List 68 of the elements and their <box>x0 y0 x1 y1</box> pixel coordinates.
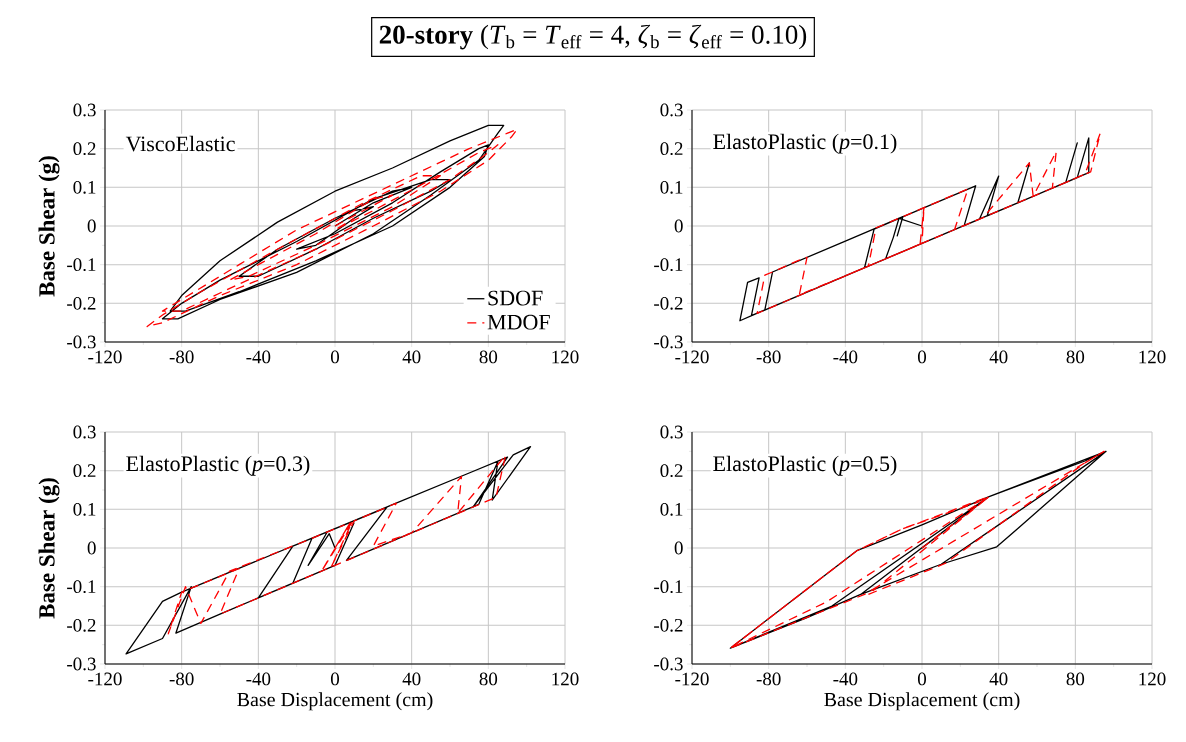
x-tick-label: -80 <box>169 350 194 364</box>
y-tick-label: -0.1 <box>654 580 683 594</box>
x-tick-label: -40 <box>833 350 858 364</box>
x-tick-label: 80 <box>479 350 498 364</box>
legend-label: SDOF <box>488 290 543 306</box>
y-tick-label: -0.1 <box>67 580 96 594</box>
x-tick-label: -40 <box>246 672 271 686</box>
x-tick-label: 0 <box>917 672 927 686</box>
x-tick-label: -80 <box>169 672 194 686</box>
y-tick-label: -0.3 <box>67 335 96 349</box>
x-tick-label: -120 <box>88 672 122 686</box>
y-tick-label: 0.2 <box>73 142 96 156</box>
x-axis-title: Base Displacement (cm) <box>237 692 433 711</box>
y-tick-label: -0.3 <box>67 657 96 671</box>
y-tick-label: 0 <box>87 219 96 233</box>
line-series <box>125 446 532 655</box>
x-tick-label: 120 <box>552 672 579 686</box>
x-tick-label: -120 <box>675 350 709 364</box>
y-tick-label: -0.1 <box>654 258 683 272</box>
x-axis-title: Base Displacement (cm) <box>824 692 1020 711</box>
x-tick-label: -40 <box>246 350 271 364</box>
x-tick-label: 80 <box>479 672 498 686</box>
y-tick-label: 0.1 <box>660 502 683 516</box>
x-tick-label: 80 <box>1066 350 1085 364</box>
y-tick-label: -0.2 <box>654 618 683 632</box>
x-tick-label: -80 <box>756 672 781 686</box>
y-tick-label: 0 <box>674 219 683 233</box>
x-tick-label: 0 <box>330 672 340 686</box>
y-tick-label: 0.3 <box>73 103 96 117</box>
x-tick-label: -40 <box>833 672 858 686</box>
y-tick-label: -0.3 <box>654 335 683 349</box>
annotation: ElastoPlastic (p=0.3) <box>126 455 310 476</box>
x-tick-label: -120 <box>675 672 709 686</box>
x-tick-label: 120 <box>1139 350 1166 364</box>
y-tick-label: 0.2 <box>660 142 683 156</box>
x-tick-label: 40 <box>402 350 421 364</box>
x-tick-label: 0 <box>917 350 927 364</box>
y-tick-label: -0.2 <box>654 296 683 310</box>
y-tick-label: 0.2 <box>660 464 683 478</box>
y-tick-label: -0.2 <box>67 296 96 310</box>
x-tick-label: 120 <box>1139 672 1166 686</box>
y-tick-label: 0.3 <box>660 425 683 439</box>
annotation: ElastoPlastic (p=0.1) <box>713 133 897 154</box>
y-tick-label: 0.1 <box>73 502 96 516</box>
y-axis-title: Base Shear (g) <box>38 156 60 297</box>
chart-title: 20-story (T$_{b}$ = T$_{eff}$ = 4, ζ$_{b}$ = ζ$_{eff}$ = 0.10) <box>379 24 807 50</box>
y-tick-label: -0.1 <box>67 258 96 272</box>
annotation: ViscoElastic <box>125 135 235 152</box>
y-tick-label: 0.1 <box>73 180 96 194</box>
y-axis-title: Base Shear (g) <box>38 478 60 619</box>
x-tick-label: -120 <box>88 350 122 364</box>
y-tick-label: -0.2 <box>67 618 96 632</box>
y-tick-label: -0.3 <box>654 657 683 671</box>
x-tick-label: 40 <box>989 672 1008 686</box>
y-tick-label: 0.3 <box>660 103 683 117</box>
y-tick-label: 0.2 <box>73 464 96 478</box>
x-tick-label: 40 <box>989 350 1008 364</box>
y-tick-label: 0.3 <box>73 425 96 439</box>
y-tick-label: 0.1 <box>660 180 683 194</box>
x-tick-label: 80 <box>1066 672 1085 686</box>
x-tick-label: 120 <box>552 350 579 364</box>
y-tick-label: 0 <box>87 541 96 555</box>
x-tick-label: -80 <box>756 350 781 364</box>
legend-label: MDOF <box>487 314 550 330</box>
x-tick-label: 0 <box>330 350 340 364</box>
annotation: ElastoPlastic (p=0.5) <box>713 455 897 476</box>
x-tick-label: 40 <box>402 672 421 686</box>
y-tick-label: 0 <box>674 541 683 555</box>
